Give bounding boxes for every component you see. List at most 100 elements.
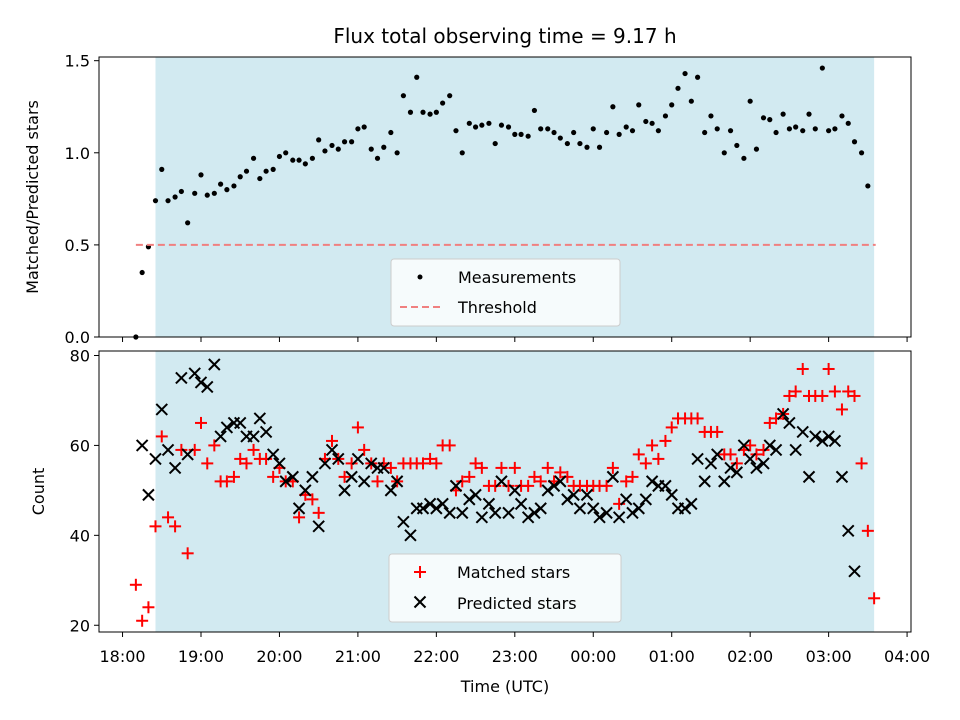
matched-star-point bbox=[247, 443, 260, 456]
measurement-point bbox=[361, 124, 367, 130]
measurement-point bbox=[420, 109, 426, 115]
ratio-panel: 0.0 0.5 1.0 1.5 Flux total observing time =… bbox=[23, 24, 912, 347]
measurement-point bbox=[865, 183, 871, 189]
matched-star-point bbox=[724, 448, 737, 461]
bottom-ytick-label: 40 bbox=[70, 526, 90, 545]
measurement-point bbox=[538, 126, 544, 132]
measurement-point bbox=[851, 139, 858, 145]
predicted-star-point bbox=[201, 380, 214, 394]
measurement-point bbox=[708, 113, 714, 119]
matched-star-point bbox=[475, 461, 488, 474]
measurement-point bbox=[335, 146, 341, 152]
predicted-star-point bbox=[220, 421, 234, 434]
measurement-point bbox=[800, 128, 806, 134]
count-panel: 20 40 60 80 18:00 19:00 20:00 21:00 22:00 23:00 0… bbox=[29, 346, 930, 696]
predicted-star-point bbox=[482, 497, 496, 511]
xtick-label: 02:00 bbox=[727, 647, 773, 666]
measurement-point bbox=[447, 93, 453, 99]
measurement-point bbox=[152, 198, 159, 204]
measurement-point bbox=[263, 168, 269, 174]
matched-star-point bbox=[208, 439, 221, 452]
bottom-legend-box bbox=[388, 553, 622, 623]
predicted-star-point bbox=[763, 439, 776, 452]
predicted-star-point bbox=[234, 416, 247, 430]
predicted-star-point bbox=[404, 529, 417, 542]
measurement-point bbox=[257, 175, 263, 182]
predicted-star-point bbox=[626, 506, 639, 520]
predicted-star-point bbox=[593, 511, 606, 524]
measurement-point bbox=[702, 129, 708, 136]
matched-star-point bbox=[861, 524, 874, 537]
measurement-point bbox=[577, 140, 583, 147]
matched-star-point bbox=[730, 457, 743, 470]
predicted-star-point bbox=[357, 475, 371, 488]
matched-star-point bbox=[541, 461, 554, 474]
matched-star-point bbox=[626, 470, 639, 483]
matched-star-point bbox=[267, 470, 280, 483]
predicted-star-point bbox=[365, 457, 378, 470]
xtick-label: 20:00 bbox=[256, 647, 302, 666]
predicted-star-point bbox=[488, 506, 502, 520]
predicted-star-point bbox=[743, 452, 757, 466]
legend-label-threshold: Threshold bbox=[457, 298, 537, 317]
matched-star-point bbox=[227, 470, 240, 483]
predicted-star-point bbox=[645, 475, 659, 488]
matched-star-point bbox=[770, 412, 783, 425]
measurement-point bbox=[727, 128, 734, 134]
matched-star-point bbox=[561, 470, 574, 483]
predicted-star-point bbox=[554, 475, 567, 488]
bottom-ytick-label: 20 bbox=[70, 616, 90, 635]
matched-star-point bbox=[260, 452, 273, 465]
predicted-star-point bbox=[266, 448, 280, 461]
matched-star-point bbox=[855, 457, 868, 470]
matched-star-point bbox=[240, 457, 253, 470]
predicted-star-point bbox=[181, 448, 194, 461]
matched-star-point bbox=[816, 389, 829, 402]
matched-star-point bbox=[613, 497, 626, 510]
measurement-point bbox=[734, 142, 740, 149]
measurement-point bbox=[231, 183, 237, 189]
measurement-point bbox=[355, 126, 361, 132]
measurement-point bbox=[349, 139, 355, 145]
predicted-star-point bbox=[730, 466, 744, 479]
matched-star-point bbox=[201, 457, 214, 470]
predicted-star-point bbox=[194, 376, 208, 389]
measurement-point bbox=[512, 131, 518, 137]
matched-star-point bbox=[554, 466, 567, 479]
measurement-point bbox=[453, 128, 459, 134]
matched-star-point bbox=[351, 421, 364, 434]
measurement-point bbox=[296, 157, 302, 163]
predicted-star-point bbox=[541, 484, 554, 497]
predicted-star-point bbox=[769, 443, 783, 457]
predicted-star-point bbox=[828, 434, 842, 448]
measurement-point bbox=[753, 146, 760, 152]
xtick-label: 04:00 bbox=[884, 647, 930, 666]
measurement-point bbox=[498, 122, 505, 128]
legend-label-measurements: Measurements bbox=[458, 268, 576, 287]
measurement-point bbox=[204, 192, 210, 198]
predicted-star-point bbox=[175, 371, 188, 385]
predicted-star-point bbox=[318, 457, 332, 470]
matched-star-point bbox=[620, 475, 633, 488]
matched-star-point bbox=[828, 385, 841, 398]
matched-star-point bbox=[534, 475, 547, 488]
measurement-point bbox=[819, 65, 825, 71]
matched-star-point bbox=[149, 520, 162, 533]
measurement-point bbox=[505, 124, 512, 130]
legend-plus-glyph bbox=[414, 566, 426, 578]
matched-star-point bbox=[600, 479, 613, 492]
matched-star-point bbox=[528, 470, 541, 483]
predicted-star-point bbox=[665, 488, 678, 502]
xtick-label: 19:00 bbox=[178, 647, 224, 666]
matched-star-point bbox=[142, 601, 155, 614]
predicted-star-point bbox=[299, 484, 312, 497]
predicted-star-point bbox=[253, 412, 267, 425]
matched-star-point bbox=[417, 457, 430, 470]
matched-star-point bbox=[522, 479, 535, 492]
matched-star-point bbox=[639, 457, 652, 470]
top-ytick-label: 1.5 bbox=[65, 52, 90, 71]
measurement-point bbox=[839, 113, 845, 119]
matched-star-point bbox=[234, 452, 247, 465]
measurement-point bbox=[276, 153, 283, 160]
predicted-star-point bbox=[286, 470, 299, 484]
